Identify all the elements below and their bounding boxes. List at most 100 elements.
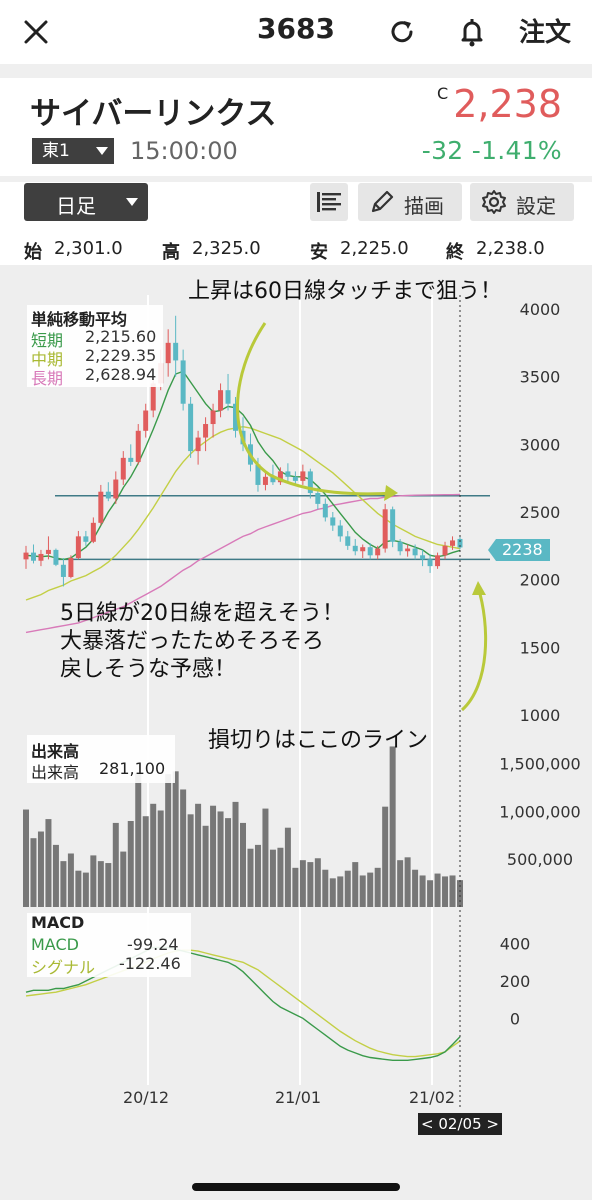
volume-bar [120, 851, 127, 907]
candle [292, 476, 298, 481]
candle [75, 536, 81, 559]
candle [375, 548, 381, 556]
price-y-tick-3: 2500 [520, 503, 561, 522]
list-icon [317, 192, 341, 212]
volume-bar [180, 789, 187, 907]
volume-bar [374, 867, 381, 907]
arrow-head [384, 485, 398, 501]
refresh-icon[interactable] [384, 14, 420, 50]
candle [367, 547, 373, 556]
candle [330, 517, 336, 526]
candle [442, 545, 448, 556]
ma-long-label: 長期 [31, 369, 64, 388]
volume-bar [187, 814, 194, 907]
signal-line [25, 949, 461, 1058]
price-y-tick-2: 3000 [520, 435, 561, 454]
candle [390, 509, 396, 542]
volume-legend-title: 出来高 [31, 742, 80, 761]
volume-bar [307, 862, 314, 907]
candle [218, 390, 224, 411]
volume-bar [389, 746, 396, 907]
volume-bar [97, 861, 104, 907]
candle [225, 390, 231, 404]
macd-y-tick-1: 200 [500, 972, 531, 991]
volume-legend: 出来高 出来高 281,100 [27, 735, 175, 783]
candle [68, 558, 74, 577]
candle [45, 549, 51, 554]
volume-bar [404, 857, 411, 907]
volume-bar [202, 825, 209, 907]
candle [195, 437, 201, 452]
candle [345, 536, 351, 546]
close-icon[interactable] [18, 14, 54, 50]
candle [397, 541, 403, 552]
date-cursor-tag[interactable]: < 02/05 > [418, 1113, 502, 1135]
volume-bar [314, 858, 321, 907]
annotation-arrow-down [236, 322, 396, 496]
high-label: 高 [162, 242, 180, 263]
chart-area[interactable]: 4000 3500 3000 2500 2000 1500 1000 1,500,000 1,0… [0, 265, 592, 1200]
volume-bar [269, 849, 276, 907]
company-name: サイバーリンクス [30, 96, 277, 132]
period-selector[interactable]: 日足 [24, 183, 148, 221]
volume-bar [434, 873, 441, 907]
ma-mid-value: 2,229.35 [85, 346, 157, 365]
candle [38, 553, 44, 561]
low-value: 2,225.0 [340, 238, 409, 259]
candle [53, 549, 59, 565]
close-value: 2,238.0 [476, 238, 545, 259]
candle [165, 342, 171, 364]
annotation-middle-3: 戻しそうな予感！ [60, 657, 237, 682]
macd-y-tick-2: 0 [510, 1009, 520, 1028]
caret-down-icon [126, 198, 138, 206]
ohlc-row: 始 2,301.0 高 2,325.0 安 2,225.0 終 2,238.0 [0, 230, 592, 266]
ma-long-value: 2,628.94 [85, 365, 157, 384]
bell-icon[interactable] [454, 14, 490, 50]
volume-bar [75, 870, 82, 907]
gear-icon [482, 190, 506, 214]
candle [90, 522, 96, 542]
candle [60, 564, 66, 577]
home-indicator [192, 1183, 400, 1191]
volume-bar [352, 862, 359, 907]
price-y-tick-4: 2000 [520, 571, 561, 590]
volume-bar [382, 806, 389, 907]
volume-bar [45, 819, 52, 907]
price-time: 15:00:00 [130, 137, 238, 165]
divider [0, 176, 592, 182]
price-y-tick-5: 1500 [520, 638, 561, 657]
candle [83, 536, 89, 542]
candle [98, 491, 104, 523]
candle [405, 548, 411, 552]
caret-down-icon [96, 147, 108, 155]
volume-bar [195, 803, 202, 907]
list-button[interactable] [310, 183, 348, 221]
candle [120, 457, 126, 480]
volume-bar [217, 811, 224, 907]
volume-bar [67, 853, 74, 907]
volume-bar [157, 810, 164, 907]
candle [210, 410, 216, 425]
volume-y-tick-2: 500,000 [507, 850, 573, 869]
candle [307, 471, 313, 494]
top-bar [0, 0, 592, 62]
candle [277, 471, 283, 483]
candle [382, 509, 388, 549]
candle [30, 552, 36, 561]
candle [262, 476, 268, 485]
x-tick-2: 21/02 [409, 1088, 455, 1107]
settings-button[interactable]: 設定 [470, 183, 574, 221]
volume-bar [82, 872, 89, 907]
candle [337, 525, 343, 537]
annotation-arrow-up [460, 586, 488, 712]
volume-bar [150, 803, 157, 907]
volume-label: 出来高 [31, 763, 80, 782]
order-button[interactable]: 注文 [518, 18, 571, 48]
volume-bar [247, 848, 254, 907]
candle [143, 410, 149, 431]
signal-value: -122.46 [119, 954, 181, 973]
candle [457, 538, 463, 548]
market-selector[interactable]: 東1 [32, 138, 114, 164]
draw-button[interactable]: 描画 [358, 183, 462, 221]
volume-bar [60, 861, 67, 907]
